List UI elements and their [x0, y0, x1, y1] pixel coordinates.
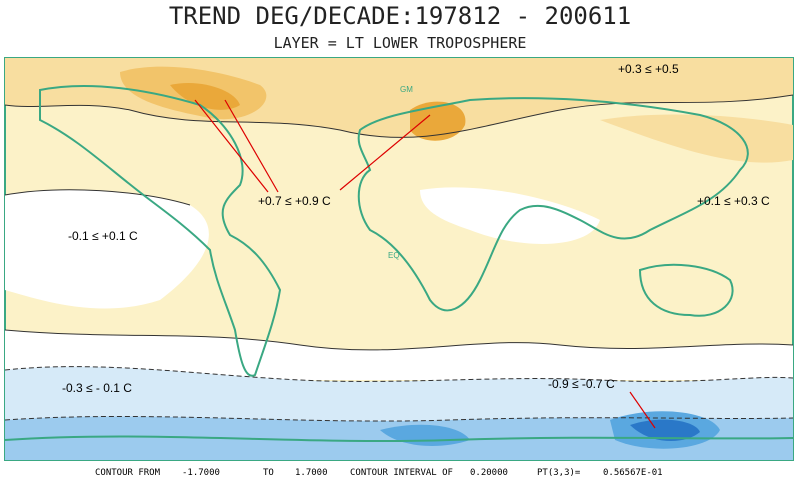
map-label: EQ	[388, 251, 400, 260]
footer-text: TO	[263, 468, 274, 478]
footer: CONTOUR FROM -1.7000 TO 1.7000 CONTOUR I…	[95, 468, 663, 478]
footer-text: CONTOUR FROM	[95, 468, 161, 478]
warm-band	[600, 114, 793, 163]
footer-text: PT(3,3)=	[537, 468, 581, 478]
footer-text: CONTOUR INTERVAL OF	[350, 468, 453, 478]
map: GM EQ +0.3 ≤ +0.5 +0.7 ≤ +0.9 C +0.1 ≤ +…	[4, 57, 794, 461]
neutral-zone	[5, 189, 209, 309]
footer-text: 1.7000	[295, 468, 328, 478]
title: TREND DEG/DECADE:197812 - 200611	[169, 2, 631, 30]
contour	[4, 94, 794, 138]
footer-text: 0.20000	[470, 468, 508, 478]
cold-zone	[630, 419, 700, 442]
contour	[4, 189, 191, 206]
pointer-lines	[194, 99, 656, 429]
map-label: GM	[400, 85, 413, 94]
neutral-zone	[5, 330, 793, 380]
annotation: -0.9 ≤ -0.7 C	[548, 377, 615, 391]
coastline	[4, 435, 794, 443]
footer-text: 0.56567E-01	[603, 468, 663, 478]
annotation: +0.3 ≤ +0.5	[618, 62, 679, 76]
annotation: -0.1 ≤ +0.1 C	[68, 229, 138, 243]
annotation: +0.1 ≤ +0.3 C	[697, 194, 770, 208]
coastline	[638, 263, 734, 317]
annotation: -0.3 ≤ - 0.1 C	[62, 381, 132, 395]
annotation: +0.7 ≤ +0.9 C	[258, 194, 331, 208]
neutral-zone	[420, 187, 600, 244]
coastline	[39, 85, 282, 377]
contour	[4, 329, 794, 351]
hot-zone	[410, 101, 466, 141]
subtitle: LAYER = LT LOWER TROPOSPHERE	[274, 34, 527, 52]
footer-text: -1.7000	[182, 468, 220, 478]
hot-zone	[170, 82, 240, 110]
contour	[4, 366, 794, 382]
coastline	[357, 97, 749, 312]
contour	[4, 415, 794, 422]
